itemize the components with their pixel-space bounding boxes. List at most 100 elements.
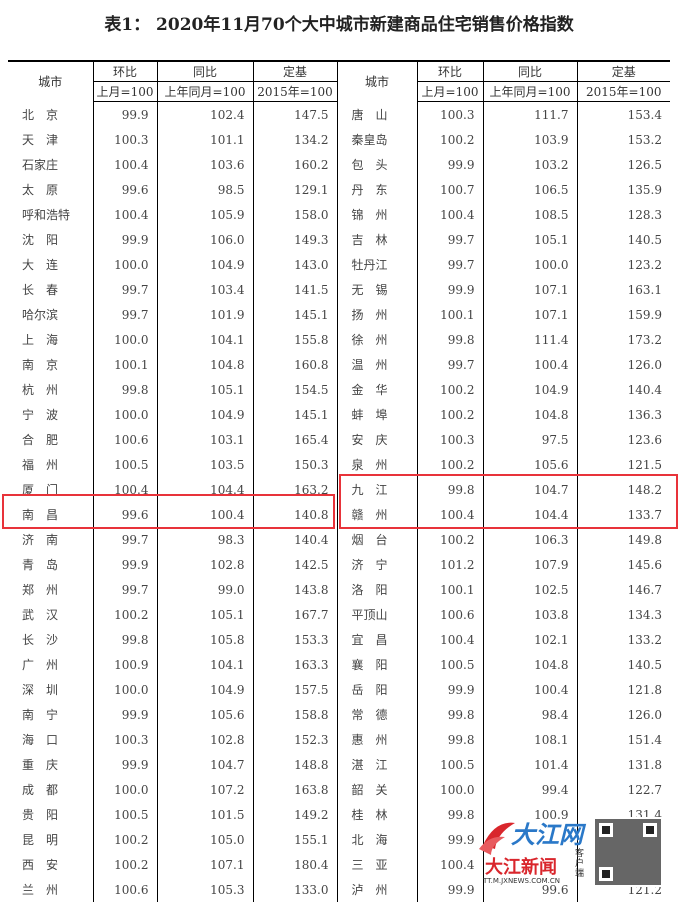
mom-index: 100.5 bbox=[92, 452, 157, 477]
mom-index: 100.6 bbox=[92, 427, 157, 452]
yoy-index: 106.3 bbox=[482, 527, 577, 552]
app-name: 大江新闻 bbox=[485, 857, 557, 878]
table-row: 成 都 100.0 107.2 163.8 韶 关 100.0 99.4 122.7 bbox=[8, 777, 670, 802]
mom-index: 99.9 bbox=[92, 227, 157, 252]
yoy-index: 104.9 bbox=[156, 402, 253, 427]
city-name: 哈尔滨 bbox=[22, 308, 59, 322]
mom-index: 99.8 bbox=[92, 377, 157, 402]
table-row: 南 宁 99.9 105.6 158.8 常 德 99.8 98.4 126.0 bbox=[8, 702, 670, 727]
base-index: 155.8 bbox=[252, 327, 337, 352]
base-index: 159.9 bbox=[576, 302, 670, 327]
base-index: 167.7 bbox=[252, 602, 337, 627]
base-index: 140.8 bbox=[252, 502, 337, 527]
base-index: 133.2 bbox=[576, 627, 670, 652]
city-name: 太 原 bbox=[22, 183, 59, 197]
city-name: 武 汉 bbox=[22, 608, 59, 622]
city-name: 重 庆 bbox=[22, 758, 59, 772]
yoy-index: 104.9 bbox=[156, 677, 253, 702]
base-index: 140.5 bbox=[576, 227, 670, 252]
base-index: 133.7 bbox=[576, 502, 670, 527]
table-row: 呼和浩特 100.4 105.9 158.0 锦 州 100.4 108.5 128.3 bbox=[8, 202, 670, 227]
header-yoy: 同比 bbox=[156, 60, 253, 82]
yoy-index: 98.3 bbox=[156, 527, 253, 552]
city-name: 天 津 bbox=[22, 133, 59, 147]
header-base-sub: 2015年=100 bbox=[576, 81, 670, 102]
yoy-index: 105.0 bbox=[156, 827, 253, 852]
yoy-index: 106.5 bbox=[482, 177, 577, 202]
base-index: 135.9 bbox=[576, 177, 670, 202]
city-name: 无 锡 bbox=[336, 277, 417, 302]
header-mom: 环比 bbox=[92, 60, 157, 82]
base-index: 126.5 bbox=[576, 152, 670, 177]
base-index: 126.0 bbox=[576, 702, 670, 727]
city-name: 广 州 bbox=[22, 658, 59, 672]
city-name: 秦皇岛 bbox=[336, 127, 417, 152]
city-name: 沈 阳 bbox=[22, 233, 59, 247]
table-row: 海 口 100.3 102.8 152.3 惠 州 99.8 108.1 151.4 bbox=[8, 727, 670, 752]
mom-index: 100.3 bbox=[92, 727, 157, 752]
city-name: 昆 明 bbox=[22, 833, 59, 847]
mom-index: 100.0 bbox=[92, 327, 157, 352]
base-index: 165.4 bbox=[252, 427, 337, 452]
yoy-index: 105.1 bbox=[482, 227, 577, 252]
city-name: 三 亚 bbox=[336, 852, 417, 877]
yoy-index: 98.5 bbox=[156, 177, 253, 202]
city-name: 洛 阳 bbox=[336, 577, 417, 602]
mom-index: 101.2 bbox=[416, 552, 483, 577]
header-city: 城市 bbox=[8, 60, 93, 102]
yoy-index: 107.1 bbox=[482, 277, 577, 302]
mom-index: 100.2 bbox=[92, 852, 157, 877]
table-row: 武 汉 100.2 105.1 167.7 平顶山 100.6 103.8 134.3 bbox=[8, 602, 670, 627]
yoy-index: 99.6 bbox=[482, 877, 577, 902]
city-name: 海 口 bbox=[22, 733, 59, 747]
yoy-index: 105.9 bbox=[156, 202, 253, 227]
city-name: 温 州 bbox=[336, 352, 417, 377]
base-index: 163.8 bbox=[252, 777, 337, 802]
city-name: 扬 州 bbox=[336, 302, 417, 327]
city-name: 宜 昌 bbox=[336, 627, 417, 652]
header-mom-sub: 上月=100 bbox=[416, 81, 483, 102]
yoy-index: 103.9 bbox=[482, 127, 577, 152]
city-name: 南 京 bbox=[22, 358, 59, 372]
yoy-index: 107.9 bbox=[482, 552, 577, 577]
yoy-index: 102.1 bbox=[482, 627, 577, 652]
yoy-index: 100.4 bbox=[156, 502, 253, 527]
base-index: 131.8 bbox=[576, 752, 670, 777]
yoy-index: 111.7 bbox=[482, 101, 577, 127]
mom-index: 100.4 bbox=[416, 502, 483, 527]
mom-index: 100.1 bbox=[92, 352, 157, 377]
yoy-index: 104.8 bbox=[156, 352, 253, 377]
base-index: 173.2 bbox=[576, 327, 670, 352]
header-mom-sub: 上月=100 bbox=[92, 81, 157, 102]
city-name: 厦 门 bbox=[22, 483, 59, 497]
table-row: 南 昌 99.6 100.4 140.8 赣 州 100.4 104.4 133.7 bbox=[8, 502, 670, 527]
city-name: 济 南 bbox=[22, 533, 59, 547]
yoy-index: 99.4 bbox=[482, 777, 577, 802]
yoy-index: 104.9 bbox=[482, 377, 577, 402]
base-index: 153.2 bbox=[576, 127, 670, 152]
base-index: 149.3 bbox=[252, 227, 337, 252]
mom-index: 99.9 bbox=[92, 752, 157, 777]
mom-index: 99.7 bbox=[416, 252, 483, 277]
mom-index: 100.5 bbox=[416, 752, 483, 777]
city-name: 九 江 bbox=[336, 477, 417, 502]
yoy-index: 100.4 bbox=[482, 352, 577, 377]
city-name: 烟 台 bbox=[336, 527, 417, 552]
city-name: 平顶山 bbox=[336, 602, 417, 627]
mom-index: 99.8 bbox=[416, 802, 483, 827]
base-index: 145.1 bbox=[252, 402, 337, 427]
mom-index: 99.9 bbox=[92, 702, 157, 727]
base-index: 152.3 bbox=[252, 727, 337, 752]
city-name: 贵 阳 bbox=[22, 808, 59, 822]
mom-index: 100.4 bbox=[416, 852, 483, 877]
base-index: 155.1 bbox=[252, 827, 337, 852]
mom-index: 100.3 bbox=[416, 427, 483, 452]
mom-index: 99.8 bbox=[416, 702, 483, 727]
base-index: 145.6 bbox=[576, 552, 670, 577]
city-name: 湛 江 bbox=[336, 752, 417, 777]
mom-index: 99.9 bbox=[92, 101, 157, 127]
base-index: 134.2 bbox=[252, 127, 337, 152]
header-yoy-sub: 上年同月=100 bbox=[482, 81, 577, 102]
yoy-index: 104.8 bbox=[482, 402, 577, 427]
mom-index: 100.3 bbox=[416, 101, 483, 127]
